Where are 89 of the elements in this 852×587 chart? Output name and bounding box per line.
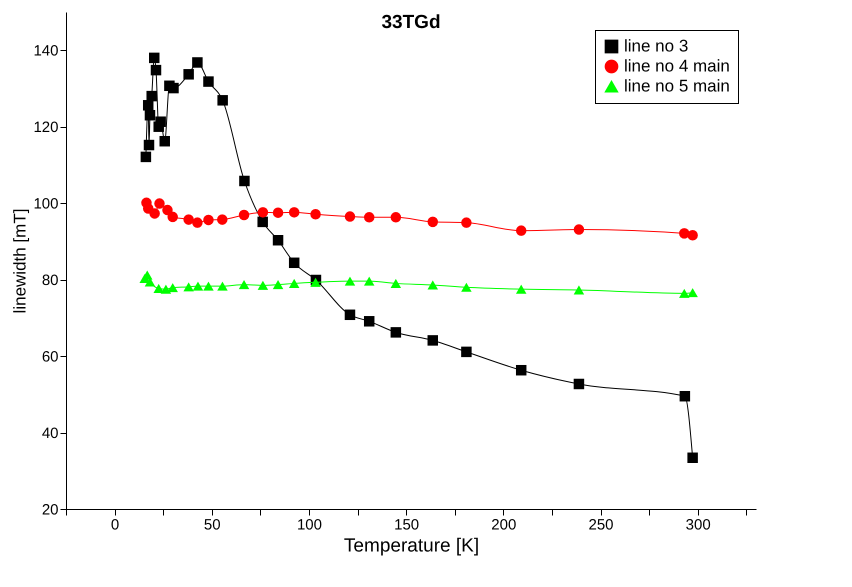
point xyxy=(344,310,356,320)
point xyxy=(574,285,584,294)
point xyxy=(144,110,156,120)
point xyxy=(461,282,472,292)
point xyxy=(183,214,194,225)
x-tick-label: 150 xyxy=(394,516,420,534)
point xyxy=(461,217,472,228)
y-tick-label: 120 xyxy=(33,119,58,136)
point xyxy=(149,52,160,64)
y-axis-title: linewidth [mT] xyxy=(10,208,30,314)
y-tick-label: 100 xyxy=(33,196,58,213)
x-tick-label: 200 xyxy=(491,516,516,534)
point xyxy=(516,284,526,294)
y-tick-label: 40 xyxy=(42,425,58,442)
point xyxy=(153,284,164,293)
x-tick-label: 250 xyxy=(588,516,614,534)
point xyxy=(680,390,690,402)
point xyxy=(192,282,204,291)
legend-label: line no 5 main xyxy=(624,76,730,96)
point xyxy=(272,280,284,290)
x-axis-title: Temperature [K] xyxy=(344,536,480,556)
x-tick-label: 50 xyxy=(204,516,221,534)
point xyxy=(364,276,374,286)
point xyxy=(574,224,584,235)
point xyxy=(390,278,402,288)
legend-label: line no 3 xyxy=(624,36,688,56)
point xyxy=(183,282,194,292)
point xyxy=(217,95,228,106)
point xyxy=(390,212,402,223)
point xyxy=(192,57,203,68)
point xyxy=(364,316,374,327)
point xyxy=(687,288,698,298)
point xyxy=(183,69,194,80)
point xyxy=(310,209,321,220)
point xyxy=(516,364,526,376)
point xyxy=(574,378,584,390)
point xyxy=(160,284,172,294)
legend-label: line no 4 main xyxy=(624,56,730,76)
y-tick-label: 80 xyxy=(42,272,58,290)
point xyxy=(258,207,268,218)
point xyxy=(288,207,300,218)
point xyxy=(140,152,152,162)
point xyxy=(217,282,228,291)
point xyxy=(168,82,179,94)
y-tick-label: 60 xyxy=(42,348,58,366)
x-tick-label: 300 xyxy=(686,516,711,534)
point xyxy=(167,212,178,222)
x-tick-label: 0 xyxy=(110,516,120,534)
point xyxy=(428,335,438,346)
point xyxy=(203,282,214,291)
point xyxy=(687,452,698,464)
point xyxy=(159,136,170,146)
point xyxy=(149,208,160,219)
x-tick-label: 100 xyxy=(296,516,322,534)
point xyxy=(364,212,374,223)
point xyxy=(217,214,228,225)
point xyxy=(344,211,356,222)
point xyxy=(238,210,250,220)
point xyxy=(679,228,690,239)
point xyxy=(272,234,284,246)
point xyxy=(516,225,526,236)
point xyxy=(146,90,157,102)
point xyxy=(687,230,698,240)
point xyxy=(390,327,402,338)
point xyxy=(310,278,321,287)
point xyxy=(239,176,250,186)
point xyxy=(150,64,162,76)
point xyxy=(679,288,690,298)
point xyxy=(258,280,268,290)
chart-title: 33TGd xyxy=(381,12,441,33)
point xyxy=(203,214,214,226)
point xyxy=(238,280,250,290)
point xyxy=(192,217,203,228)
point xyxy=(272,207,284,218)
point xyxy=(144,140,154,150)
point xyxy=(203,76,214,87)
point xyxy=(167,283,178,292)
point xyxy=(428,280,438,290)
point xyxy=(461,346,472,358)
point xyxy=(288,278,300,288)
point xyxy=(154,198,165,209)
point xyxy=(155,116,166,127)
point xyxy=(162,204,173,216)
point xyxy=(344,276,356,286)
point xyxy=(428,216,438,228)
y-tick-label: 140 xyxy=(33,42,58,60)
point xyxy=(257,216,268,228)
y-tick-label: 20 xyxy=(42,502,58,518)
point xyxy=(288,258,300,268)
